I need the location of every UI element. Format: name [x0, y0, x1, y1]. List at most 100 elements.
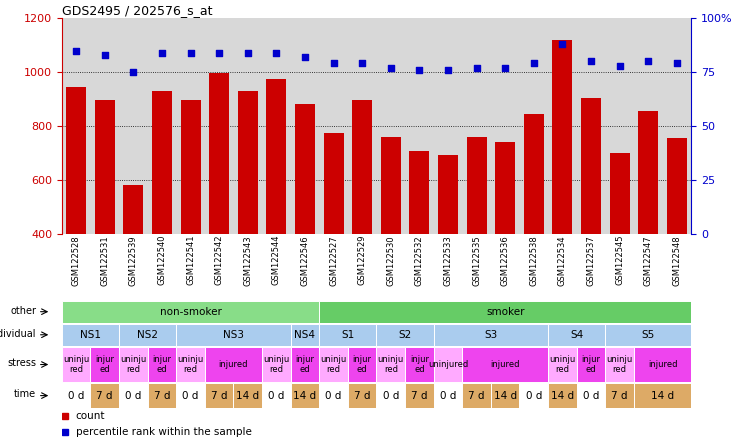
Text: injured: injured — [490, 360, 520, 369]
Bar — [634, 347, 691, 382]
Bar — [233, 383, 262, 408]
Text: injur
ed: injur ed — [295, 355, 314, 374]
Text: NS2: NS2 — [137, 330, 158, 340]
Bar — [491, 383, 520, 408]
Bar — [381, 137, 401, 341]
Text: 0 d: 0 d — [68, 391, 85, 400]
Bar — [148, 383, 176, 408]
Bar — [62, 301, 319, 323]
Bar — [209, 73, 229, 341]
Point — [414, 66, 425, 73]
Bar — [62, 324, 119, 346]
Bar — [348, 347, 376, 382]
Bar — [295, 104, 315, 341]
Text: 7 d: 7 d — [612, 391, 628, 400]
Point — [442, 66, 454, 73]
Point — [242, 49, 254, 56]
Text: S1: S1 — [342, 330, 355, 340]
Text: 0 d: 0 d — [583, 391, 599, 400]
Text: 14 d: 14 d — [236, 391, 259, 400]
Bar — [205, 383, 233, 408]
Bar — [438, 155, 458, 341]
Text: S2: S2 — [398, 330, 411, 340]
Text: 7 d: 7 d — [411, 391, 428, 400]
Bar — [495, 142, 515, 341]
Bar — [577, 347, 605, 382]
Text: injured: injured — [219, 360, 248, 369]
Text: uninju
red: uninju red — [263, 355, 289, 374]
Text: GDS2495 / 202576_s_at: GDS2495 / 202576_s_at — [62, 4, 212, 17]
Point — [127, 68, 139, 75]
Text: 7 d: 7 d — [211, 391, 227, 400]
Text: injur
ed: injur ed — [410, 355, 429, 374]
Bar — [319, 324, 376, 346]
Bar — [262, 383, 291, 408]
Text: 14 d: 14 d — [294, 391, 316, 400]
Point — [99, 51, 110, 58]
Point — [270, 49, 282, 56]
Bar — [434, 383, 462, 408]
Text: injur
ed: injur ed — [581, 355, 601, 374]
Text: 7 d: 7 d — [354, 391, 370, 400]
Bar — [467, 137, 486, 341]
Point — [385, 64, 397, 71]
Bar — [605, 383, 634, 408]
Bar — [462, 347, 548, 382]
Text: 0 d: 0 d — [183, 391, 199, 400]
Bar — [609, 153, 629, 341]
Point — [499, 64, 511, 71]
Bar — [405, 383, 434, 408]
Bar — [266, 79, 286, 341]
Bar — [152, 91, 172, 341]
Point — [70, 47, 82, 54]
Text: 7 d: 7 d — [96, 391, 113, 400]
Text: uninju
red: uninju red — [549, 355, 576, 374]
Text: injur
ed: injur ed — [152, 355, 171, 374]
Bar — [376, 383, 405, 408]
Text: uninju
red: uninju red — [320, 355, 347, 374]
Text: non-smoker: non-smoker — [160, 307, 222, 317]
Text: time: time — [14, 389, 36, 399]
Text: uninju
red: uninju red — [177, 355, 204, 374]
Bar — [176, 383, 205, 408]
Text: injured: injured — [648, 360, 677, 369]
Bar — [405, 347, 434, 382]
Text: uninju
red: uninju red — [120, 355, 146, 374]
Bar — [605, 347, 634, 382]
Text: smoker: smoker — [486, 307, 525, 317]
Bar — [180, 100, 200, 341]
Text: 0 d: 0 d — [325, 391, 342, 400]
Point — [328, 60, 339, 67]
Point — [556, 40, 568, 48]
Bar — [348, 383, 376, 408]
Bar — [119, 347, 148, 382]
Text: NS3: NS3 — [223, 330, 244, 340]
Bar — [548, 383, 577, 408]
Text: S3: S3 — [484, 330, 498, 340]
Bar — [319, 347, 348, 382]
Bar — [520, 383, 548, 408]
Bar — [553, 40, 573, 341]
Bar — [91, 347, 119, 382]
Text: injur
ed: injur ed — [353, 355, 372, 374]
Text: S5: S5 — [642, 330, 655, 340]
Bar — [638, 111, 658, 341]
Point — [185, 49, 197, 56]
Bar — [319, 383, 348, 408]
Text: uninju
red: uninju red — [606, 355, 633, 374]
Bar — [319, 301, 691, 323]
Text: individual: individual — [0, 329, 36, 339]
Bar — [605, 324, 691, 346]
Bar — [462, 383, 491, 408]
Bar — [176, 324, 291, 346]
Bar — [124, 185, 144, 341]
Text: 7 d: 7 d — [154, 391, 170, 400]
Bar — [291, 383, 319, 408]
Bar — [238, 91, 258, 341]
Point — [643, 58, 654, 65]
Text: other: other — [10, 305, 36, 316]
Bar — [634, 383, 691, 408]
Text: 0 d: 0 d — [526, 391, 542, 400]
Text: 0 d: 0 d — [268, 391, 285, 400]
Bar — [148, 347, 176, 382]
